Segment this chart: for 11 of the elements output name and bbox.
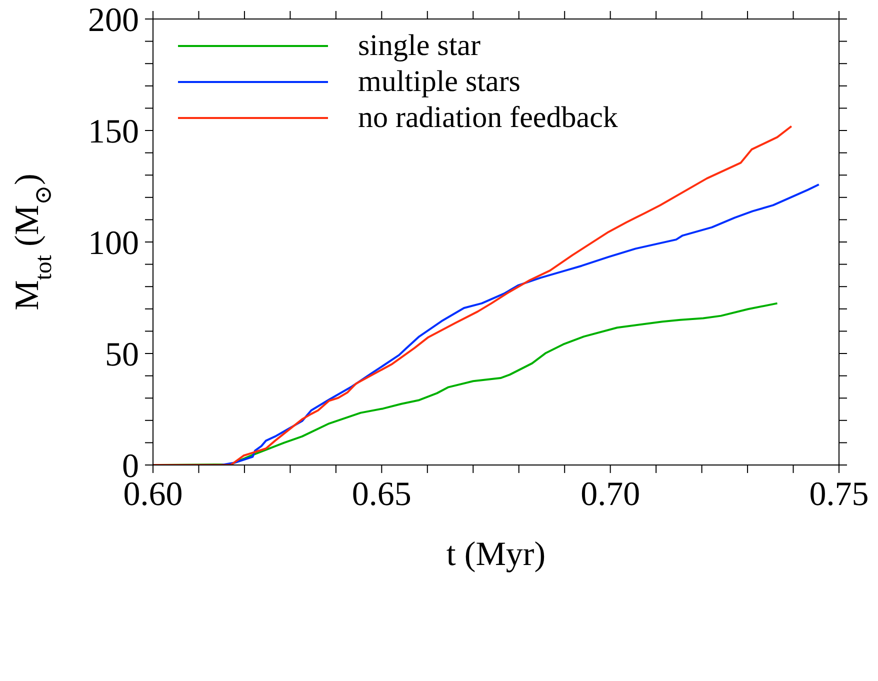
- x-axis-title: t (Myr): [446, 536, 546, 573]
- y-tick-label: 150: [88, 114, 139, 151]
- x-tick-label: 0.65: [352, 476, 412, 514]
- legend-label: multiple stars: [358, 65, 520, 99]
- x-tick-label: 0.75: [809, 476, 869, 514]
- y-tick-label: 200: [88, 2, 139, 40]
- legend-label: single star: [358, 29, 480, 63]
- y-tick-label: 50: [105, 336, 139, 374]
- legend-label: no radiation feedback: [358, 101, 618, 135]
- y-tick-label: 100: [88, 225, 139, 262]
- x-tick-label: 0.70: [580, 476, 640, 514]
